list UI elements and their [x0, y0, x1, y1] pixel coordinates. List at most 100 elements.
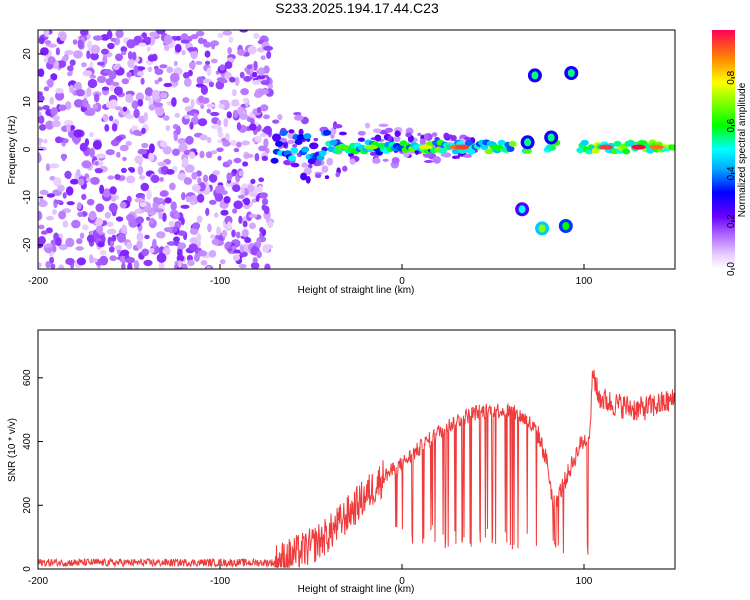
heatmap-cell [249, 222, 256, 230]
heatmap-cell [159, 92, 168, 99]
heatmap-cell [121, 78, 129, 85]
heatmap-cell [314, 173, 322, 179]
heatmap-cell [649, 144, 664, 150]
heatmap-cell [174, 43, 182, 53]
heatmap-cell [292, 144, 298, 148]
heatmap-cell [250, 262, 260, 269]
heatmap-cell [80, 30, 89, 37]
heatmap-cell [177, 260, 182, 268]
heatmap-cell [424, 160, 434, 163]
heatmap-cell [233, 147, 240, 153]
heatmap-cell [90, 44, 101, 54]
heatmap-cell [232, 254, 240, 261]
heatmap-cell [140, 182, 150, 192]
heatmap-cell [191, 171, 198, 180]
heatmap-cell [247, 45, 257, 55]
heatmap-cell [110, 99, 118, 108]
heatmap-cell [188, 151, 196, 159]
heatmap-cell [155, 106, 165, 116]
heatmap-cell [369, 151, 377, 156]
heatmap-cell [38, 142, 42, 147]
snr-panel: -200 -100 0 100 0 200 400 600 Height of straig… [7, 329, 676, 595]
heatmap-cell [235, 231, 241, 239]
heatmap-cell [523, 147, 532, 154]
heatmap-cell [394, 130, 401, 137]
heatmap-cell [196, 215, 203, 224]
heatmap-cell [111, 123, 118, 132]
heatmap-cell [50, 263, 56, 269]
heatmap-cell [38, 138, 44, 144]
snr-series-line [38, 369, 675, 569]
heatmap-cell [104, 124, 110, 132]
heatmap-cell [43, 138, 48, 144]
heatmap-cell [524, 138, 532, 147]
heatmap-cell [136, 239, 143, 250]
heatmap-cell [73, 50, 83, 59]
y-tick-label: 400 [22, 433, 33, 450]
heatmap-cell [288, 155, 297, 162]
heatmap-cell [230, 139, 237, 147]
heatmap-cell [338, 131, 347, 136]
colorbar-tick-label: 0.6 [726, 118, 737, 132]
heatmap-cell [105, 149, 115, 156]
heatmap-cell [287, 139, 295, 145]
heatmap-cell [81, 62, 87, 68]
heatmap-cell [114, 174, 121, 180]
heatmap-cell [243, 75, 252, 82]
heatmap-cell [55, 47, 61, 56]
heatmap-cell [335, 172, 341, 178]
heatmap-cell [133, 260, 140, 269]
heatmap-cell [125, 93, 134, 103]
heatmap-cell [242, 161, 249, 167]
heatmap-cell [62, 192, 67, 199]
colorbar-ticks: 0.0 0.2 0.4 0.6 0.8 [726, 70, 737, 276]
heatmap-cell [77, 39, 84, 49]
heatmap-cell [239, 244, 245, 253]
heatmap-cell [210, 111, 220, 117]
heatmap-cell [136, 232, 144, 242]
heatmap-cell [357, 137, 365, 142]
heatmap-cell [497, 139, 506, 146]
heatmap-cell [111, 234, 117, 242]
heatmap-cell [253, 60, 258, 71]
heatmap-cell [279, 130, 288, 137]
heatmap-cell [462, 153, 472, 158]
heatmap-cell [92, 103, 99, 110]
heatmap-cell [146, 189, 152, 200]
snr-y-ticks: 0 200 400 600 [22, 369, 43, 572]
heatmap-cell [301, 162, 309, 168]
heatmap-cell [243, 204, 251, 210]
heatmap-cell [148, 152, 155, 162]
heatmap-cell [251, 198, 257, 203]
heatmap-cell [96, 153, 106, 159]
heatmap-cell [301, 146, 310, 153]
heatmap-cell [242, 97, 248, 104]
heatmap-cell [97, 241, 105, 248]
y-tick-label: 10 [22, 96, 33, 108]
heatmap-cell [163, 227, 173, 233]
heatmap-cell [144, 234, 150, 240]
heatmap-cell [266, 50, 272, 59]
heatmap-cell [296, 134, 305, 141]
heatmap-cell [196, 76, 205, 84]
heatmap-cell [237, 106, 244, 115]
heatmap-cell [168, 220, 176, 228]
heatmap-cell [111, 196, 117, 202]
heatmap-cell [259, 192, 268, 199]
heatmap-cell [272, 119, 280, 124]
heatmap-cell [387, 135, 392, 142]
heatmap-cell [190, 116, 200, 125]
heatmap-cell [86, 50, 91, 60]
heatmap-cell [174, 35, 182, 41]
heatmap-cell [137, 148, 148, 155]
heatmap-cell [73, 82, 80, 90]
heatmap-cell [115, 135, 123, 142]
x-tick-label: 100 [576, 276, 593, 287]
heatmap-cell [76, 89, 85, 97]
heatmap-cell [178, 143, 188, 153]
heatmap-cell [326, 157, 334, 166]
heatmap-cell [141, 142, 149, 149]
heatmap-cell [202, 174, 209, 183]
heatmap-cell [190, 98, 195, 109]
